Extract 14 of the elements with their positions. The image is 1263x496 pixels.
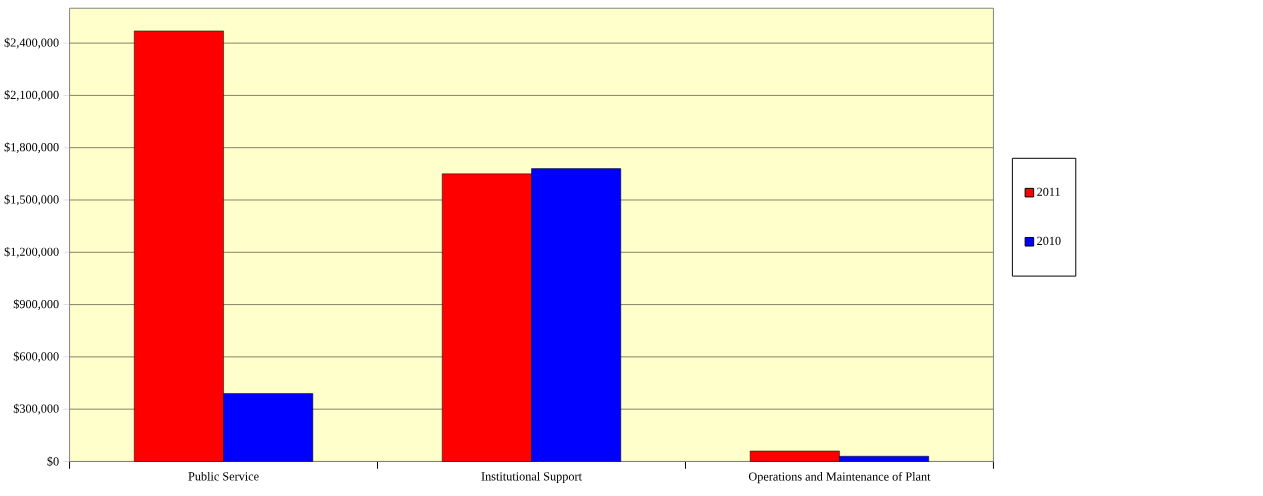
y-tick-label: $900,000 xyxy=(13,299,59,310)
y-tick-label: $1,800,000 xyxy=(4,142,59,153)
x-tick-label: Public Service xyxy=(188,471,259,481)
y-tick-label: $300,000 xyxy=(13,403,59,415)
y-tick-label: $2,100,000 xyxy=(4,89,59,101)
y-tick-label: $600,000 xyxy=(13,351,59,363)
legend-label: 2010 xyxy=(1037,236,1061,245)
y-tick-label: $1,500,000 xyxy=(4,194,59,206)
y-tick-label: $0 xyxy=(47,456,59,467)
x-tick-label: Operations and Maintenance of Plant xyxy=(748,471,931,483)
y-tick-label: $2,400,000 xyxy=(4,37,59,49)
x-tick-label: Institutional Support xyxy=(481,471,582,483)
y-tick-label: $1,200,000 xyxy=(4,246,59,258)
legend-label: 2011 xyxy=(1037,187,1060,196)
